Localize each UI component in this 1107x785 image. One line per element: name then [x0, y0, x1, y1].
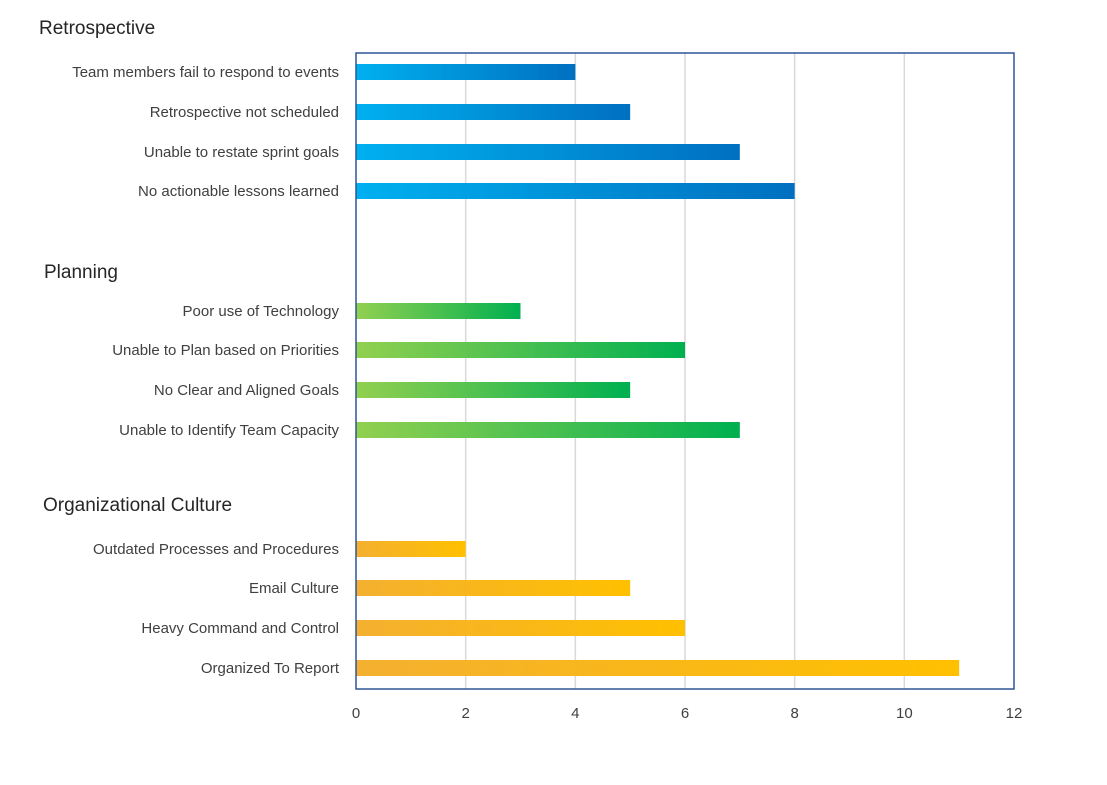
category-label: Retrospective not scheduled — [150, 104, 339, 121]
bar — [356, 342, 685, 358]
category-label: Organized To Report — [201, 660, 340, 677]
bar — [356, 422, 740, 438]
category-label: Heavy Command and Control — [141, 620, 339, 637]
category-label: Unable to Plan based on Priorities — [112, 342, 339, 359]
bar — [356, 104, 631, 120]
bar — [356, 541, 466, 557]
group-title: Organizational Culture — [43, 495, 232, 516]
category-label: Outdated Processes and Procedures — [93, 541, 339, 558]
x-tick-label: 10 — [896, 705, 913, 722]
category-label: Unable to restate sprint goals — [144, 144, 339, 161]
bar — [356, 183, 795, 199]
bar — [356, 144, 740, 160]
x-tick-label: 12 — [1006, 705, 1023, 722]
x-tick-label: 8 — [790, 705, 798, 722]
group-titles: Retrospective Planning Organizational Cult… — [39, 18, 232, 516]
bars — [356, 64, 960, 676]
bar — [356, 382, 631, 398]
bar — [356, 660, 960, 676]
bar — [356, 580, 631, 596]
group-title: Planning — [44, 262, 118, 283]
x-axis-ticks: 0 2 4 6 8 10 12 — [352, 705, 1023, 722]
group-title: Retrospective — [39, 18, 155, 39]
category-label: No Clear and Aligned Goals — [154, 382, 339, 399]
x-tick-label: 0 — [352, 705, 360, 722]
bar — [356, 303, 521, 319]
plot-area-border — [355, 52, 1015, 690]
category-label: Poor use of Technology — [183, 303, 340, 320]
category-label: No actionable lessons learned — [138, 183, 339, 200]
x-tick-label: 6 — [681, 705, 689, 722]
x-tick-label: 4 — [571, 705, 579, 722]
category-label: Email Culture — [249, 580, 339, 597]
category-label: Unable to Identify Team Capacity — [119, 422, 339, 439]
x-tick-label: 2 — [461, 705, 469, 722]
category-label: Team members fail to respond to events — [72, 64, 339, 81]
category-labels: Team members fail to respond to events Re… — [72, 64, 340, 677]
bar — [356, 620, 685, 636]
bar — [356, 64, 576, 80]
